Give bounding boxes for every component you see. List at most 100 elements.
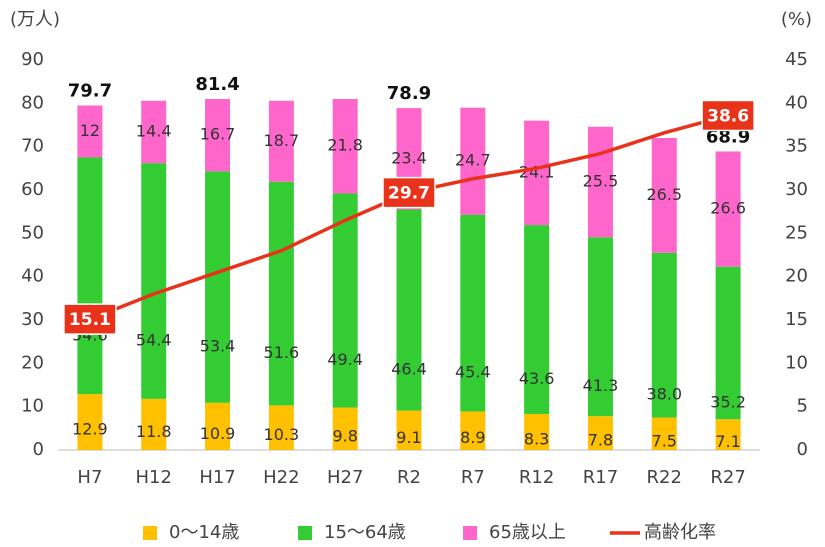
bar-segment — [141, 398, 167, 450]
bar-segment — [77, 157, 103, 395]
bar-segment — [268, 100, 294, 182]
data-label: 46.4 — [391, 360, 427, 379]
data-label: 26.6 — [710, 199, 746, 218]
bar-segment — [141, 163, 167, 399]
bar-segment — [651, 417, 677, 450]
y-axis-label: (万人) — [10, 9, 60, 30]
y2-tick-label: 25 — [785, 222, 808, 243]
data-label-box — [382, 176, 436, 209]
data-label-box — [701, 99, 755, 132]
data-label: 7.8 — [588, 431, 613, 450]
bar-segment — [396, 209, 422, 411]
data-label: 23.4 — [391, 148, 427, 167]
y-tick-label: 40 — [21, 266, 44, 287]
x-tick-label: R17 — [583, 467, 618, 488]
data-label: 11.8 — [136, 422, 172, 441]
data-label: 9.8 — [332, 426, 357, 445]
bar-segment — [460, 214, 486, 412]
x-tick-label: R12 — [519, 467, 554, 488]
data-label: 12 — [80, 121, 100, 140]
data-label: 9.1 — [396, 428, 421, 447]
legend-label: 0～14歳 — [169, 522, 239, 543]
bar-segment — [715, 419, 741, 450]
data-label: 51.6 — [264, 343, 300, 362]
total-label: 68.9 — [706, 126, 750, 147]
bar-segment — [268, 181, 294, 406]
y2-tick-label: 5 — [797, 396, 808, 417]
y-tick-label: 90 — [21, 49, 44, 70]
y2-axis-label: (%) — [781, 9, 812, 30]
y-tick-label: 50 — [21, 222, 44, 243]
total-label: 81.4 — [195, 74, 239, 95]
data-label: 49.4 — [327, 350, 363, 369]
data-label: 45.4 — [455, 363, 491, 382]
x-tick-label: H17 — [199, 467, 235, 488]
bar-segment — [651, 252, 677, 418]
bar-segment — [332, 407, 358, 450]
data-label: 14.4 — [136, 121, 172, 140]
total-label: 78.9 — [387, 83, 431, 104]
data-label: 10.3 — [264, 425, 300, 444]
y2-tick-label: 15 — [785, 309, 808, 330]
legend-swatch — [298, 526, 312, 540]
y-tick-label: 0 — [33, 439, 44, 460]
y-tick-label: 70 — [21, 136, 44, 157]
y-tick-label: 20 — [21, 352, 44, 373]
legend-label: 15～64歳 — [324, 522, 406, 543]
data-label: 8.9 — [460, 428, 485, 447]
data-label: 21.8 — [327, 136, 363, 155]
y-tick-label: 10 — [21, 396, 44, 417]
data-label: 7.5 — [652, 431, 677, 450]
data-label: 41.3 — [583, 376, 619, 395]
data-label: 35.2 — [710, 392, 746, 411]
data-label: 26.5 — [646, 185, 682, 204]
y-tick-label: 30 — [21, 309, 44, 330]
legend-label: 65歳以上 — [489, 522, 566, 543]
x-tick-label: R22 — [647, 467, 682, 488]
total-label: 79.7 — [68, 81, 112, 102]
bar-segment — [524, 414, 550, 450]
bar-segment — [460, 411, 486, 450]
data-label: 15.1 — [69, 310, 111, 330]
data-label: 7.1 — [715, 432, 740, 451]
y2-tick-label: 45 — [785, 49, 808, 70]
x-tick-label: R7 — [461, 467, 485, 488]
legend-label: 高齢化率 — [644, 522, 716, 543]
bar-segment — [77, 105, 103, 158]
data-label: 53.4 — [200, 337, 236, 356]
bar-segment — [715, 151, 741, 267]
data-label: 12.9 — [72, 420, 108, 439]
bar-segment — [651, 138, 677, 253]
bar-segment — [77, 394, 103, 450]
x-tick-label: R27 — [710, 467, 745, 488]
x-tick-label: H22 — [263, 467, 299, 488]
data-label: 16.7 — [200, 125, 236, 144]
data-label: 25.5 — [583, 171, 619, 190]
y2-tick-label: 0 — [797, 439, 808, 460]
y2-tick-label: 20 — [785, 266, 808, 287]
data-label: 38.0 — [646, 385, 682, 404]
bar-segment — [587, 126, 613, 238]
x-tick-label: H7 — [77, 467, 102, 488]
bar-segment — [141, 100, 167, 164]
x-tick-label: H12 — [136, 467, 172, 488]
y-tick-label: 80 — [21, 92, 44, 113]
bar-segment — [460, 107, 486, 215]
x-tick-label: H27 — [327, 467, 363, 488]
data-label: 43.6 — [519, 369, 555, 388]
data-label-box — [63, 303, 117, 335]
bar-segment — [268, 405, 294, 450]
data-label: 29.7 — [388, 184, 430, 204]
data-label: 38.6 — [707, 106, 749, 126]
bar-segment — [524, 120, 550, 226]
x-tick-label: R2 — [397, 467, 421, 488]
data-label: 54.4 — [136, 331, 172, 350]
data-label: 18.7 — [264, 131, 300, 150]
bar-segment — [205, 171, 231, 403]
bar-segment — [396, 410, 422, 450]
bar-segment — [332, 193, 358, 408]
data-label: 10.9 — [200, 424, 236, 443]
bar-segment — [587, 237, 613, 417]
legend-swatch — [143, 526, 157, 540]
